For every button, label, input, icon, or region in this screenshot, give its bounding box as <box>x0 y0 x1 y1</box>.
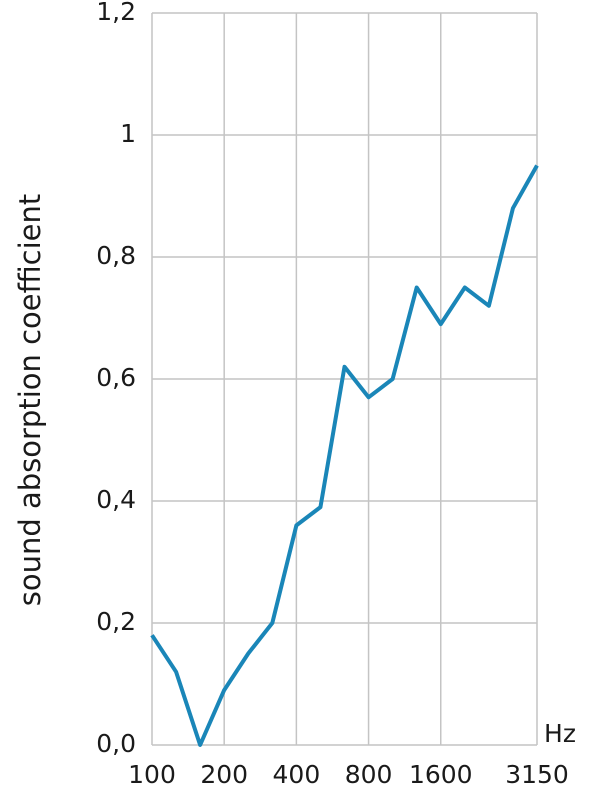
x-tick-label: 100 <box>128 760 176 789</box>
y-tick-label: 0,4 <box>96 485 136 514</box>
x-tick-label: 800 <box>345 760 393 789</box>
y-tick-label: 0,8 <box>96 241 136 270</box>
y-axis-title: sound absorption coefficient <box>13 194 47 607</box>
y-tick-label: 1 <box>120 119 136 148</box>
x-tick-label: 200 <box>200 760 248 789</box>
data-line <box>150 164 539 747</box>
x-tick-label: 1600 <box>409 760 473 789</box>
y-tick-label: 0,2 <box>96 607 136 636</box>
y-tick-label: 1,2 <box>96 0 136 26</box>
y-tick-label: 0,6 <box>96 363 136 392</box>
x-tick-label: 3150 <box>505 760 569 789</box>
x-axis-unit: Hz <box>544 719 576 748</box>
x-tick-label: 400 <box>273 760 321 789</box>
y-tick-label: 0,0 <box>96 729 136 758</box>
